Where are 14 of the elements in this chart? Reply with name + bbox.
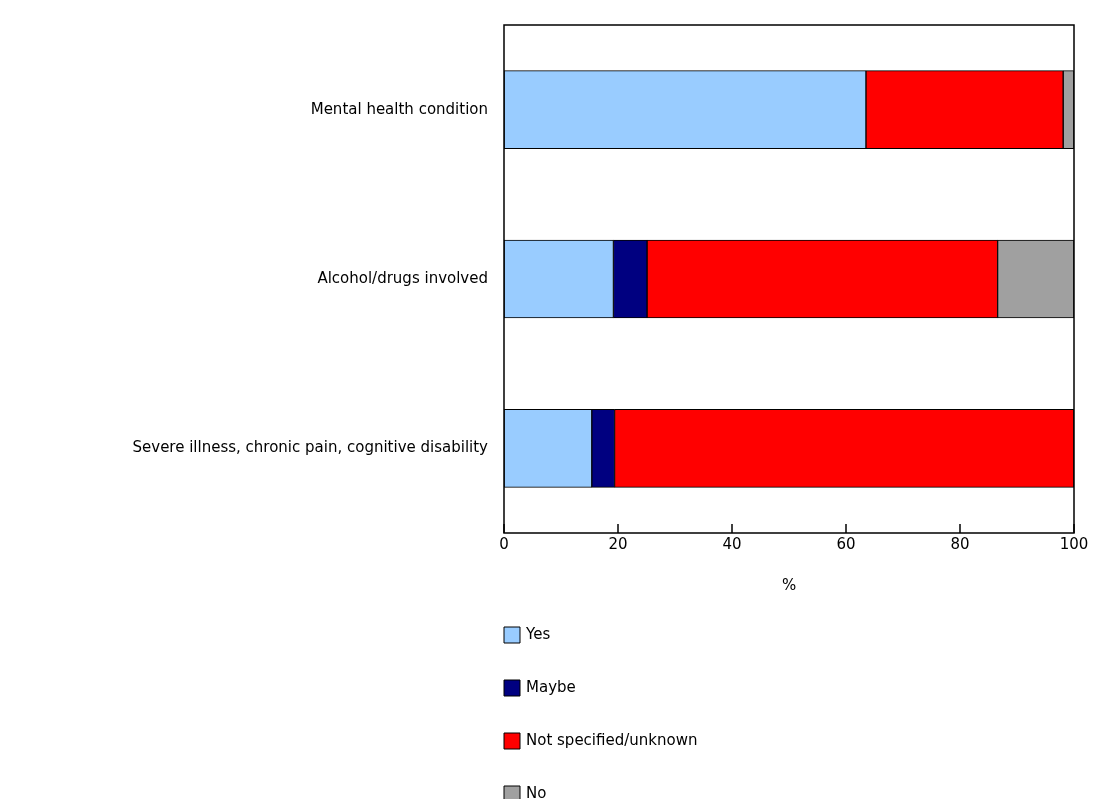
y-tick-label: Alcohol/drugs involved — [317, 268, 488, 287]
x-tick-label: 20 — [608, 534, 628, 553]
x-axis-title: % — [781, 575, 797, 594]
x-tick-label: 40 — [722, 534, 742, 553]
x-tick-label: 0 — [499, 534, 509, 553]
x-tick-label: 100 — [1059, 534, 1089, 553]
legend-label: Yes — [525, 624, 551, 643]
legend-label: No — [526, 783, 547, 799]
x-tick-label: 80 — [950, 534, 970, 553]
y-tick-label: Severe illness, chronic pain, cognitive disability — [132, 438, 489, 457]
legend-label: Maybe — [526, 677, 576, 696]
y-tick-label: Mental health condition — [310, 99, 488, 118]
x-tick-label: 60 — [836, 534, 856, 553]
legend-label: Not specified/unknown — [526, 730, 698, 749]
